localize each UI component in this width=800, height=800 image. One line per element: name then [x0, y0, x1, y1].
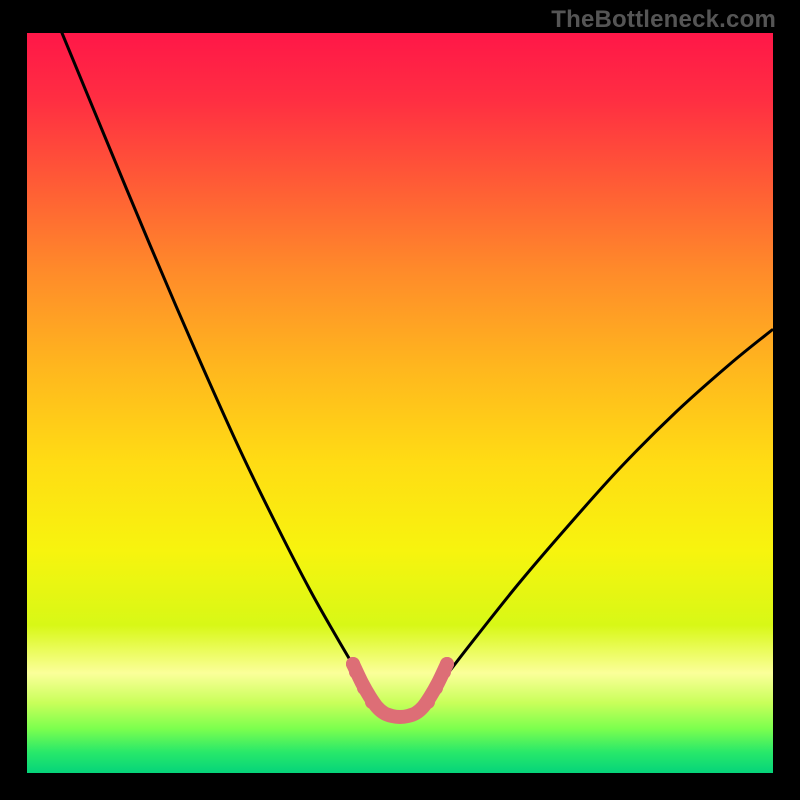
trough-dot — [365, 695, 379, 709]
plot-area — [27, 33, 773, 773]
trough-dot — [357, 681, 371, 695]
curve-layer — [27, 33, 773, 773]
watermark-text: TheBottleneck.com — [551, 6, 776, 34]
curve-left-branch — [62, 33, 368, 690]
trough-dot — [437, 665, 451, 679]
trough-dot — [429, 681, 443, 695]
trough-dot — [349, 665, 363, 679]
curve-right-branch — [436, 330, 772, 690]
trough-dot — [421, 695, 435, 709]
